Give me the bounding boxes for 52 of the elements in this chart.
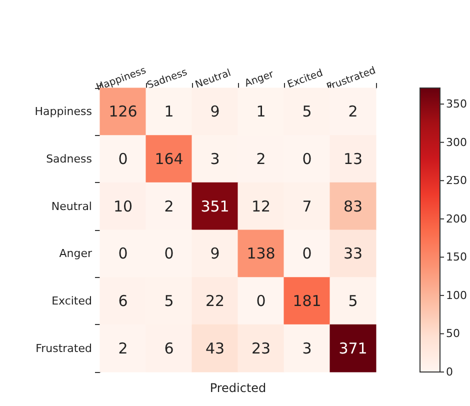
data-label: 22 xyxy=(205,292,225,310)
x-tick-label: Anger xyxy=(243,68,276,90)
y-tick-label: Neutral xyxy=(51,200,92,213)
color-bar-label: 350 xyxy=(446,98,467,111)
data-label: 2 xyxy=(256,150,266,168)
color-bar-label: 200 xyxy=(446,212,467,226)
data-label: 0 xyxy=(118,150,128,168)
data-label: 1 xyxy=(164,102,174,121)
data-label: 2 xyxy=(118,339,128,358)
data-label: 3 xyxy=(302,339,312,358)
color-bar-label: 100 xyxy=(446,288,467,302)
data-label: 2 xyxy=(348,102,358,121)
data-label: 138 xyxy=(246,244,276,263)
data-label: 33 xyxy=(343,244,363,263)
color-bar-label: 150 xyxy=(446,250,467,264)
data-label: 0 xyxy=(302,150,312,168)
data-label: 3 xyxy=(210,150,220,168)
data-label: 1 xyxy=(256,102,266,121)
data-label: 9 xyxy=(210,102,220,121)
y-tick-label: Anger xyxy=(59,247,92,260)
y-tick-label: Excited xyxy=(52,294,92,308)
data-label: 126 xyxy=(108,102,138,121)
data-label: 5 xyxy=(302,102,312,121)
x-axis-title: Predicted xyxy=(210,381,266,395)
color-bar-label: 250 xyxy=(446,174,467,188)
data-label: 10 xyxy=(113,197,133,216)
data-label: 23 xyxy=(251,339,271,358)
data-label: 13 xyxy=(343,150,363,168)
data-label: 83 xyxy=(343,197,363,216)
data-label: 0 xyxy=(256,292,266,310)
data-label: 351 xyxy=(200,197,230,216)
color-bar-label: 0 xyxy=(446,366,453,378)
data-label: 43 xyxy=(205,339,225,358)
data-label: 7 xyxy=(302,197,312,216)
color-bar-label: 300 xyxy=(446,136,467,149)
data-label: 9 xyxy=(210,244,220,263)
data-label: 12 xyxy=(251,197,271,216)
data-label: 2 xyxy=(164,197,174,216)
y-tick-label: Frustrated xyxy=(36,342,92,355)
data-label: 5 xyxy=(164,292,174,310)
data-label: 164 xyxy=(154,150,184,168)
data-label: 181 xyxy=(292,292,322,310)
data-label: 6 xyxy=(118,292,128,310)
y-tick-label: Happiness xyxy=(34,105,92,118)
data-label: 371 xyxy=(338,339,368,358)
data-label: 0 xyxy=(118,244,128,263)
data-label: 0 xyxy=(164,244,174,263)
color-bar-label: 50 xyxy=(446,327,460,340)
data-label: 5 xyxy=(348,292,358,310)
y-tick-label: Sadness xyxy=(46,152,92,166)
data-label: 0 xyxy=(302,244,312,263)
data-label: 6 xyxy=(164,339,174,358)
